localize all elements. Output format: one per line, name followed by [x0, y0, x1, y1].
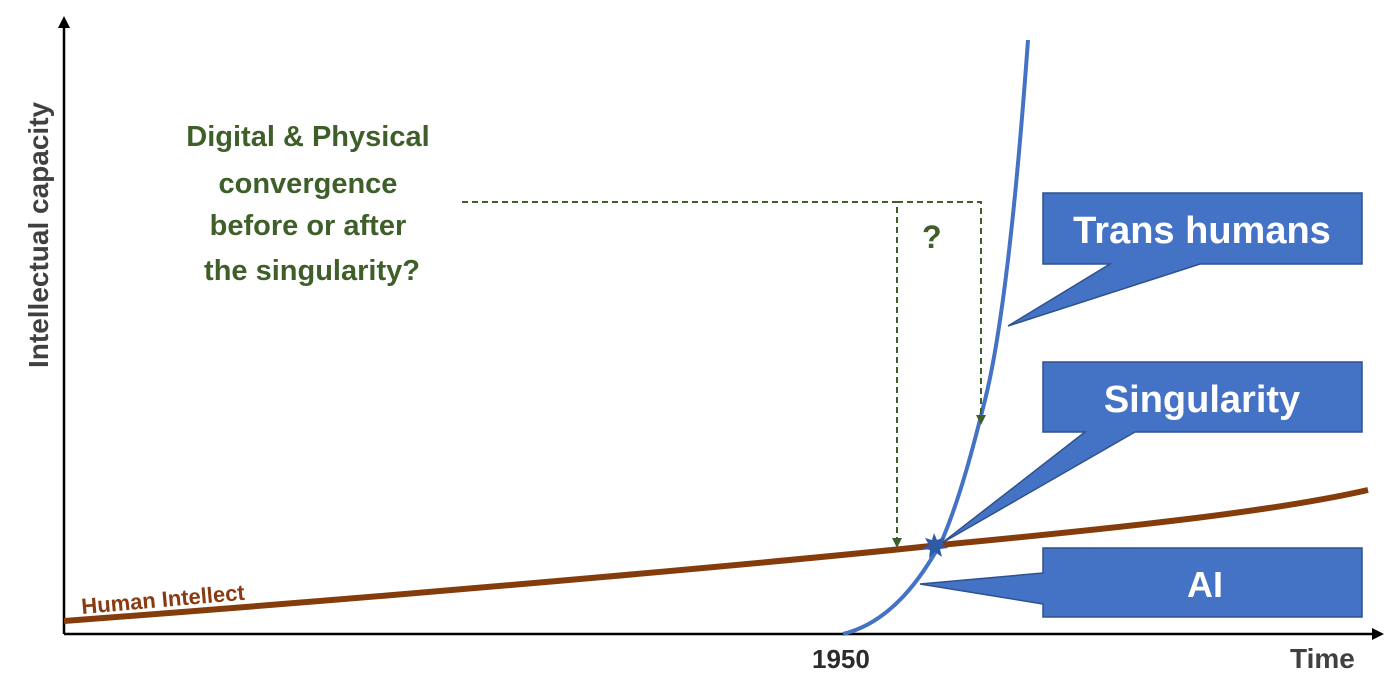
y-axis-title: Intellectual capacity	[23, 101, 54, 368]
svg-text:Trans humans: Trans humans	[1073, 210, 1331, 252]
ai-curve	[842, 39, 1030, 636]
human-intellect-curve	[63, 487, 1369, 624]
svg-text:AI: AI	[1187, 564, 1223, 605]
callout-trans-humans: Trans humans	[1007, 192, 1363, 327]
svg-text:Singularity: Singularity	[1104, 379, 1300, 421]
singularity-burst-icon	[922, 533, 948, 558]
post-singularity-dashed-line	[897, 201, 986, 425]
convergence-dashed-line	[462, 201, 902, 548]
convergence-question: Digital & Physical convergence before or…	[186, 121, 437, 287]
callout-ai: AI	[919, 547, 1363, 618]
callout-singularity: Singularity	[941, 361, 1363, 544]
x-axis-title: Time	[1290, 643, 1355, 674]
x-tick-1950: 1950	[812, 644, 870, 674]
question-mark: ?	[922, 219, 942, 255]
